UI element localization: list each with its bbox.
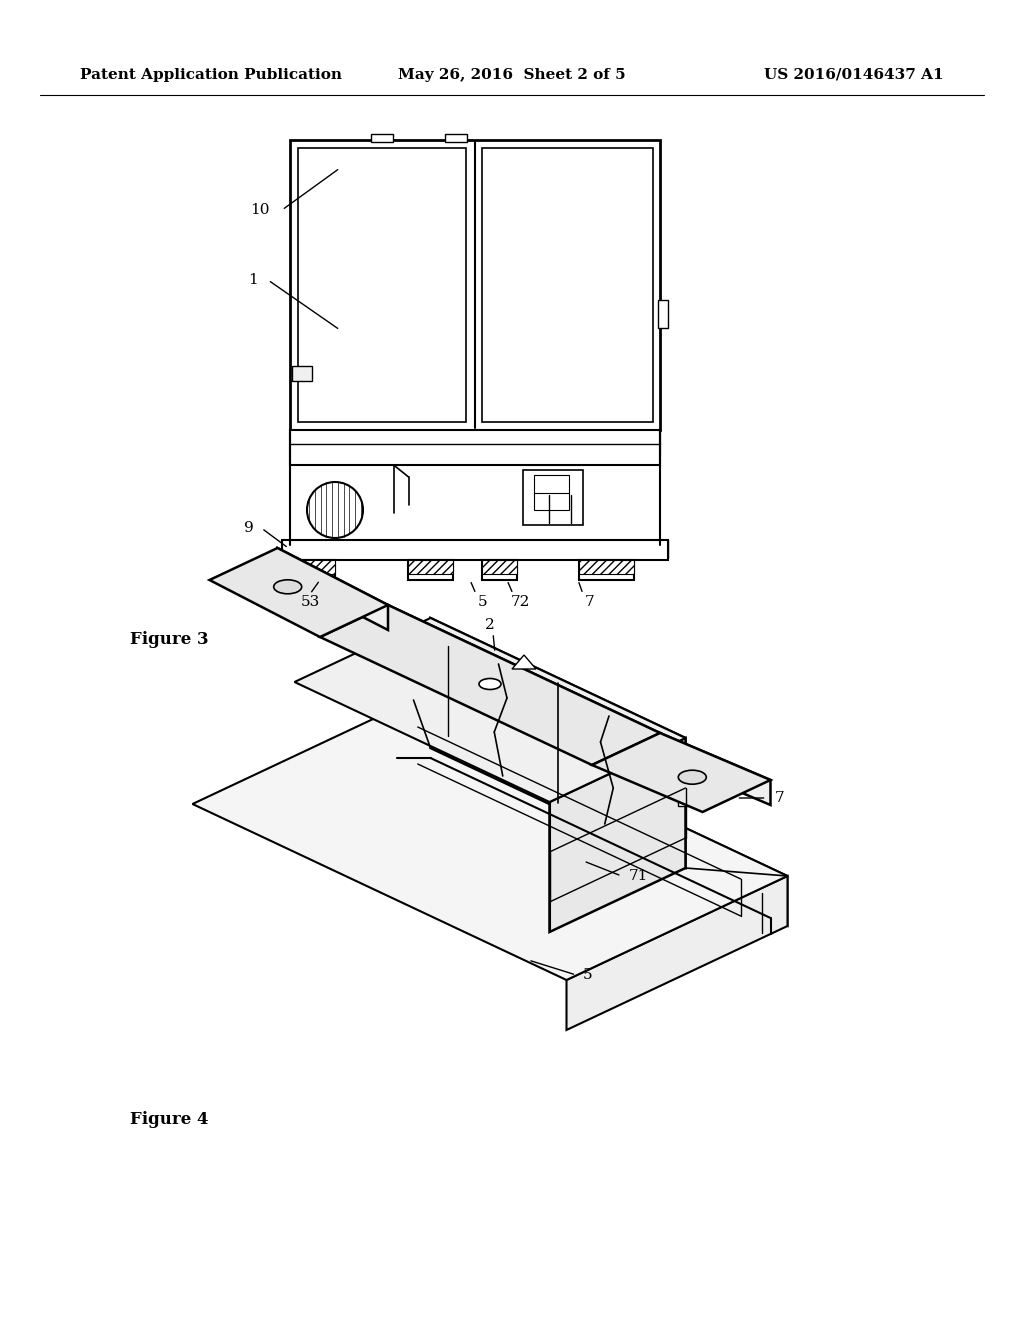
Text: May 26, 2016  Sheet 2 of 5: May 26, 2016 Sheet 2 of 5 [398,69,626,82]
Bar [482,148,652,422]
Polygon shape [566,876,787,1030]
Ellipse shape [273,579,302,594]
Text: Figure 4: Figure 4 [130,1111,209,1129]
Bar [579,560,634,574]
Text: 2: 2 [485,618,495,632]
Bar [482,560,517,574]
Text: 71: 71 [629,869,648,883]
Polygon shape [512,655,536,669]
Bar [290,430,660,465]
Text: 72: 72 [510,595,529,609]
Polygon shape [592,733,770,812]
Text: 1: 1 [248,273,258,286]
Bar [615,430,660,454]
Bar [290,430,335,454]
Polygon shape [660,733,770,805]
Text: US 2016/0146437 A1: US 2016/0146437 A1 [764,69,944,82]
Bar [282,540,668,558]
Polygon shape [430,618,685,869]
Ellipse shape [479,678,501,689]
Bar [409,560,454,579]
Bar [535,475,569,510]
Bar [282,540,668,560]
Ellipse shape [678,770,707,784]
Bar [342,436,601,454]
Text: 9: 9 [244,521,254,535]
Bar [482,560,517,579]
Bar [292,366,312,381]
Text: 7: 7 [585,595,595,609]
Bar [298,148,466,422]
Bar [290,140,660,430]
Bar [523,470,583,525]
Bar [409,560,454,574]
Polygon shape [388,605,660,758]
Polygon shape [193,700,787,979]
Polygon shape [210,548,388,638]
Text: 10: 10 [251,203,270,216]
Bar [678,789,687,807]
Polygon shape [550,738,685,932]
Bar [579,560,634,579]
Polygon shape [295,618,685,803]
Bar [428,671,438,686]
Text: 5: 5 [584,968,593,982]
Text: Patent Application Publication: Patent Application Publication [80,69,342,82]
Text: Figure 3: Figure 3 [130,631,209,648]
Polygon shape [414,700,787,927]
Bar [280,560,335,579]
Polygon shape [319,605,660,766]
Bar [658,300,668,327]
Bar [280,560,335,574]
Text: 5: 5 [478,595,487,609]
Text: 53: 53 [300,595,319,609]
Polygon shape [278,548,388,630]
Bar [372,135,393,143]
Bar [445,135,467,143]
Text: 7: 7 [774,791,784,805]
